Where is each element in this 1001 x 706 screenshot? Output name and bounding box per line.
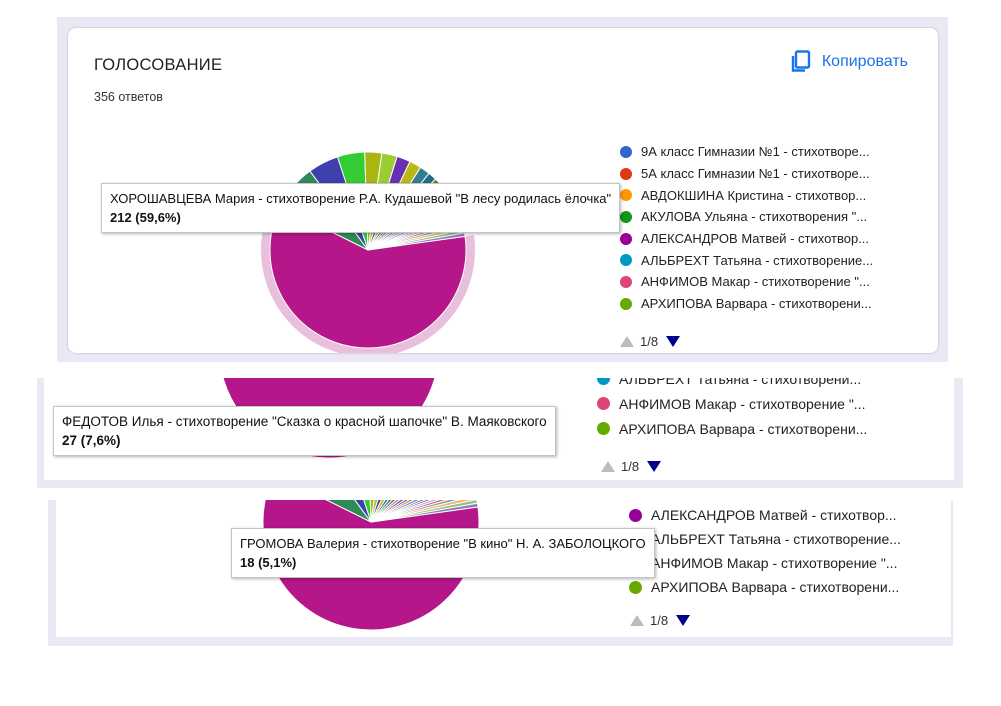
legend-third: АЛЕКСАНДРОВ Матвей - стихотвор... АЛЬБРЕ… (629, 503, 901, 599)
legend-item[interactable]: АЛЬБРЕХТ Татьяна - стихотворение... (629, 527, 901, 551)
legend-dot (597, 422, 610, 435)
page-down-icon[interactable] (666, 336, 681, 347)
tooltip-label: ХОРОШАВЦЕВА Мария - стихотворение Р.А. К… (110, 191, 612, 206)
slice-tooltip: ХОРОШАВЦЕВА Мария - стихотворение Р.А. К… (101, 183, 621, 233)
tooltip-label: ГРОМОВА Валерия - стихотворение "В кино"… (240, 536, 646, 551)
legend-main: 9А класс Гимназии №1 - стихотворе... 5А … (620, 141, 873, 315)
legend-label: АВДОКШИНА Кристина - стихотвор... (641, 187, 867, 203)
legend-label: АРХИПОВА Варвара - стихотворени... (641, 296, 872, 312)
copy-button[interactable]: Копировать (790, 50, 908, 74)
page-indicator: 1/8 (621, 459, 640, 474)
legend-item[interactable]: АЛЬБРЕХТ Татьяна - стихотворение... (620, 249, 873, 271)
legend-item[interactable]: АРХИПОВА Варвара - стихотворени... (597, 416, 867, 441)
pie-chart-main (261, 151, 475, 353)
legend-item[interactable]: АНФИМОВ Макар - стихотворение "... (620, 271, 873, 293)
pie-slice[interactable] (337, 500, 372, 523)
legend-label: АЛЬБРЕХТ Татьяна - стихотворение... (641, 252, 874, 268)
slice-tooltip: ГРОМОВА Валерия - стихотворение "В кино"… (231, 528, 655, 578)
page-up-icon[interactable] (630, 615, 644, 626)
legend-dot (620, 232, 632, 245)
pie-slice[interactable] (307, 500, 372, 523)
legend-pager: 1/8 (630, 613, 691, 628)
legend-dot (620, 145, 632, 158)
legend-dot (620, 167, 632, 180)
legend-dot (620, 189, 632, 202)
legend-second: АЛЬБРЕХТ Татьяна - стихотворени... АНФИМ… (597, 378, 867, 441)
legend-item[interactable]: 5А класс Гимназии №1 - стихотворе... (620, 163, 873, 185)
page-up-icon[interactable] (620, 336, 634, 347)
legend-pager: 1/8 (620, 334, 681, 349)
legend-item[interactable]: АРХИПОВА Варвара - стихотворени... (629, 575, 901, 599)
legend-dot (597, 397, 610, 410)
legend-label: АНФИМОВ Макар - стихотворение "... (619, 395, 866, 412)
legend-label: АКУЛОВА Ульяна - стихотворения "... (641, 209, 868, 225)
tooltip-value: 18 (5,1%) (240, 555, 297, 570)
legend-item[interactable]: АВДОКШИНА Кристина - стихотвор... (620, 184, 873, 206)
response-count: 356 ответов (94, 90, 163, 104)
tooltip-value: 27 (7,6%) (62, 433, 121, 448)
legend-label: АЛЬБРЕХТ Татьяна - стихотворение... (651, 531, 901, 547)
legend-dot (620, 254, 632, 267)
pie-slice[interactable] (370, 502, 479, 523)
legend-label: АЛЕКСАНДРОВ Матвей - стихотвор... (651, 507, 897, 523)
pie-slice[interactable] (274, 500, 372, 523)
tooltip-value: 212 (59,6%) (110, 210, 181, 225)
page-indicator: 1/8 (640, 334, 659, 349)
legend-item[interactable]: АЛЕКСАНДРОВ Матвей - стихотвор... (620, 228, 873, 250)
copy-icon (791, 50, 811, 72)
question-title: ГОЛОСОВАНИЕ (94, 56, 223, 74)
legend-item[interactable]: АЛЬБРЕХТ Татьяна - стихотворени... (597, 378, 867, 391)
legend-label: 5А класс Гимназии №1 - стихотворе... (641, 166, 870, 182)
legend-dot (620, 297, 632, 310)
legend-pager: 1/8 (601, 459, 662, 474)
legend-item[interactable]: АЛЕКСАНДРОВ Матвей - стихотвор... (629, 503, 901, 527)
legend-dot (629, 580, 642, 594)
page-down-icon[interactable] (647, 461, 662, 472)
legend-item[interactable]: 9А класс Гимназии №1 - стихотворе... (620, 141, 873, 163)
legend-dot (629, 508, 642, 522)
legend-dot (620, 210, 632, 223)
legend-label: АРХИПОВА Варвара - стихотворени... (619, 420, 868, 437)
legend-label: АНФИМОВ Макар - стихотворение "... (641, 274, 870, 290)
legend-item[interactable]: АНФИМОВ Макар - стихотворение "... (629, 551, 901, 575)
legend-dot (620, 275, 632, 288)
legend-label: АРХИПОВА Варвара - стихотворени... (651, 579, 900, 595)
legend-label: 9А класс Гимназии №1 - стихотворе... (641, 144, 870, 160)
legend-label: АЛЕКСАНДРОВ Матвей - стихотвор... (641, 231, 870, 247)
legend-dot (597, 378, 610, 385)
copy-label: Копировать (821, 53, 908, 70)
tooltip-label: ФЕДОТОВ Илья - стихотворение "Сказка о к… (62, 414, 547, 429)
page-up-icon[interactable] (601, 461, 615, 472)
page-down-icon[interactable] (676, 615, 691, 626)
legend-label: АНФИМОВ Макар - стихотворение "... (651, 555, 898, 571)
legend-item[interactable]: АРХИПОВА Варвара - стихотворени... (620, 293, 873, 315)
legend-item[interactable]: АКУЛОВА Ульяна - стихотворения "... (620, 206, 873, 228)
slice-tooltip: ФЕДОТОВ Илья - стихотворение "Сказка о к… (53, 406, 556, 456)
pie-slice[interactable] (269, 205, 467, 349)
legend-item[interactable]: АНФИМОВ Макар - стихотворение "... (597, 391, 867, 416)
legend-label: АЛЬБРЕХТ Татьяна - стихотворени... (619, 378, 862, 387)
page-indicator: 1/8 (650, 613, 669, 628)
